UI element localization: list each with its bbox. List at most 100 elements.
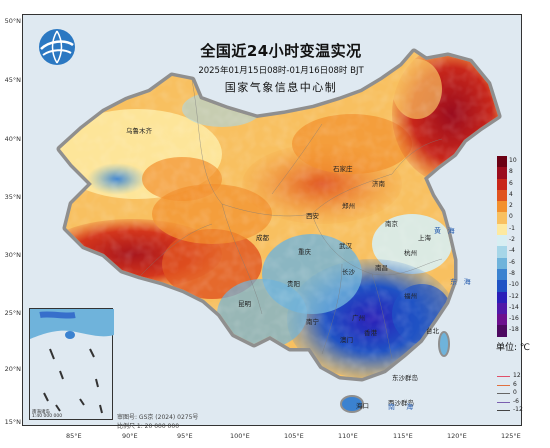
- map-org: 国家气象信息中心制: [224, 81, 338, 94]
- map-title: 全国近24小时变温实况: [200, 42, 362, 60]
- place-xian: 西安: [306, 212, 319, 220]
- isoline-item: 6: [497, 381, 537, 390]
- color-legend: 10 8 6 4 2 0 -1 -2 -4 -6 -8 -10 -12 -14 -16 -18: [497, 156, 537, 337]
- place-guangzhou: 广州: [352, 314, 365, 322]
- isoline-swatch: [497, 401, 510, 403]
- isoline-label: -6: [513, 397, 519, 405]
- legend-item: -12: [497, 291, 537, 303]
- legend-swatch: [497, 268, 507, 281]
- place-shijiazhuang: 石家庄: [333, 165, 353, 173]
- legend-item: 4: [497, 189, 537, 202]
- place-nanning: 南宁: [306, 318, 319, 326]
- place-jinan: 济南: [372, 180, 385, 188]
- isoline-swatch: [497, 410, 510, 411]
- legend-item: -10: [497, 280, 537, 292]
- lon-label: 100°E: [230, 432, 250, 440]
- place-nanjing: 南京: [385, 220, 398, 228]
- place-changsha: 长沙: [342, 268, 355, 276]
- lon-label: 120°E: [447, 432, 467, 440]
- place-taibei: 台北: [426, 327, 439, 335]
- legend-label: -16: [509, 315, 519, 323]
- legend-swatch: [497, 223, 507, 236]
- legend-label: -18: [509, 326, 519, 334]
- legend-swatch: [497, 246, 507, 258]
- legend-item: -14: [497, 302, 537, 315]
- place-hangzhou: 杭州: [404, 249, 417, 257]
- south-china-sea-inset: 南海诸岛 1:40 000 000: [29, 308, 114, 420]
- legend-label: 6: [509, 179, 513, 187]
- place-zhengzhou: 郑州: [342, 202, 355, 210]
- isoline-label: 0: [513, 389, 517, 396]
- legend-item: -6: [497, 257, 537, 269]
- place-haikou: 海口: [356, 402, 369, 410]
- legend-label: 0: [509, 213, 513, 221]
- legend-item: -2: [497, 235, 537, 247]
- legend-item: 10: [497, 156, 537, 168]
- isoline-label: 6: [513, 380, 517, 388]
- sea-donghai: 东 海: [450, 278, 471, 286]
- lat-label: 50°N: [4, 17, 21, 25]
- map-code: 审图号: GS京 (2024) 0275号: [117, 414, 199, 421]
- lon-label: 110°E: [338, 432, 358, 440]
- sea-nanhai: 南 海: [388, 403, 414, 411]
- legend-swatch: [497, 156, 507, 168]
- legend-swatch: [497, 291, 507, 303]
- isoline-swatch: [497, 393, 510, 394]
- inset-map-svg: [30, 309, 114, 414]
- lat-label: 35°N: [4, 193, 21, 201]
- isoline-legend: 12 6 0 -6 -12: [497, 372, 537, 415]
- legend-item: 8: [497, 167, 537, 179]
- legend-label: 10: [509, 157, 517, 164]
- legend-item: 0: [497, 212, 537, 224]
- legend-label: -6: [509, 258, 515, 266]
- legend-swatch: [497, 257, 507, 269]
- legend-label: -14: [509, 303, 519, 311]
- legend-label: -1: [509, 224, 515, 232]
- lon-label: 115°E: [393, 432, 413, 440]
- legend-swatch: [497, 189, 507, 202]
- place-guiyang: 贵阳: [287, 280, 300, 288]
- isoline-item: 0: [497, 389, 537, 398]
- legend-swatch: [497, 201, 507, 213]
- place-wuhan: 武汉: [339, 242, 352, 250]
- legend-label: 8: [509, 168, 513, 176]
- inset-title: 南海诸岛: [32, 410, 50, 415]
- place-chongqing: 重庆: [298, 248, 311, 256]
- taiwan-island: [438, 331, 450, 357]
- legend-label: 2: [509, 202, 513, 210]
- province-boundaries: [139, 79, 443, 360]
- isoline-swatch: [497, 384, 510, 386]
- place-fuzhou: 福州: [404, 292, 417, 300]
- cma-logo-icon: [39, 29, 75, 65]
- legend-label: -12: [509, 292, 519, 300]
- lon-label: 105°E: [284, 432, 304, 440]
- sea-huanghai: 黄 海: [434, 227, 455, 235]
- lat-label: 45°N: [4, 76, 21, 84]
- legend-swatch: [497, 167, 507, 179]
- place-hongkong: 香港: [364, 329, 377, 337]
- isoline-item: -6: [497, 398, 537, 407]
- legend-label: -2: [509, 236, 515, 244]
- inset-scale: 1:40 000 000: [32, 414, 63, 419]
- unit-label: 单位: ℃: [496, 343, 531, 353]
- legend-item: -18: [497, 325, 537, 337]
- map-notes: 审图号: GS京 (2024) 0275号 比例尺 1: 20 000 000: [117, 413, 198, 431]
- place-shanghai: 上海: [418, 234, 431, 242]
- title-block: 全国近24小时变温实况 2025年01月15日08时-01月16日08时 BJT…: [188, 40, 374, 95]
- place-xishaqundao: 西沙群岛: [388, 399, 414, 407]
- lon-label: 85°E: [66, 432, 82, 440]
- place-macao: 澳门: [340, 336, 353, 344]
- legend-swatch: [497, 212, 507, 224]
- place-nanchang: 南昌: [375, 264, 388, 272]
- lat-label: 25°N: [4, 309, 21, 317]
- lon-label: 90°E: [122, 432, 138, 440]
- isoline-label: 12: [513, 372, 521, 379]
- legend-item: -8: [497, 268, 537, 281]
- isoline-item: 12: [497, 372, 537, 381]
- lat-label: 15°N: [4, 418, 21, 426]
- lon-label: 125°E: [501, 432, 521, 440]
- legend-swatch: [497, 178, 507, 190]
- china-map-svg: [56, 48, 502, 413]
- legend-item: 6: [497, 178, 537, 190]
